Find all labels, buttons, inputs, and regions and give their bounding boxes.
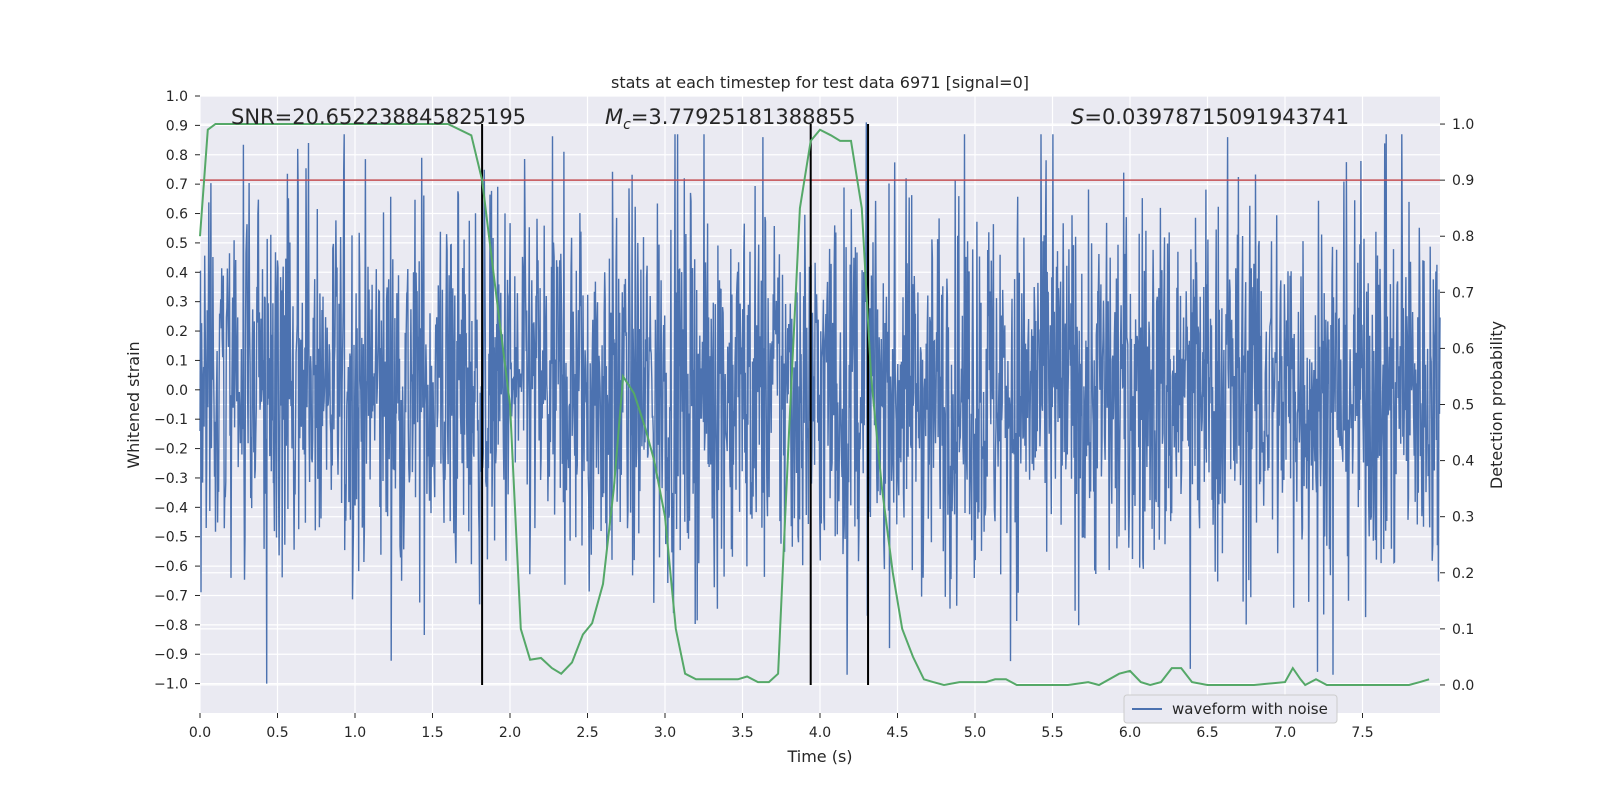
s-value: =0.03978715091943741 [1084,105,1349,129]
waveform-series [199,122,1441,684]
y-left-tick-label: −0.4 [154,500,188,516]
chart-title: stats at each timestep for test data 697… [611,73,1029,92]
x-tick-label: 4.5 [886,725,908,741]
y-right-tick-label: 0.6 [1452,341,1474,357]
x-tick-label: 2.5 [576,725,598,741]
vertical-markers [481,124,870,685]
y-right-tick-label: 0.3 [1452,510,1474,526]
y-left-tick-label: 0.1 [166,353,188,369]
y-left-tick-label: 0.4 [166,265,188,281]
mc-symbol: M [605,105,623,129]
y-left-tick-label: 0.2 [166,324,188,340]
y-left-tick-label: −0.5 [154,530,188,546]
x-axis-label: Time (s) [786,747,852,766]
y-left-tick-label: −1.0 [154,677,188,693]
legend-label: waveform with noise [1172,700,1328,718]
y-right-tick-label: 0.8 [1452,229,1474,245]
y-right-axis-label: Detection probability [1487,321,1506,489]
mc-subscript: c [623,117,631,133]
y-right-tick-label: 0.0 [1452,678,1474,694]
x-tick-label: 7.5 [1351,725,1373,741]
y-left-tick-label: 0.9 [166,118,188,134]
chirp-mass-annotation: Mc=3.77925181388855 [605,105,856,133]
y-left-tick-label: −0.9 [154,647,188,663]
x-tick-label: 3.5 [731,725,753,741]
s-annotation: S=0.03978715091943741 [1071,105,1349,129]
x-tick-label: 4.0 [809,725,831,741]
y-left-tick-label: −0.3 [154,471,188,487]
x-tick-label: 5.0 [964,725,986,741]
y-right-tick-label: 0.7 [1452,285,1474,301]
y-left-axis-ticks: 1.0 0.9 0.8 0.7 0.6 0.5 0.4 0.3 0.2 0.1 0.0 −0.1 −0.… [154,89,200,693]
y-left-tick-label: 0.8 [166,148,188,164]
y-left-tick-label: −0.2 [154,442,188,458]
x-tick-label: 6.5 [1196,725,1218,741]
x-tick-label: 0.5 [266,725,288,741]
mc-value: =3.77925181388855 [631,105,856,129]
y-right-tick-label: 0.2 [1452,566,1474,582]
y-left-axis-label: Whitened strain [124,341,143,468]
y-left-tick-label: −0.1 [154,412,188,428]
y-left-tick-label: 0.3 [166,295,188,311]
probability-line [199,123,1430,687]
y-left-tick-label: 1.0 [166,89,188,105]
snr-annotation: SNR=20.652238845825195 [231,105,526,129]
x-tick-label: 0.0 [189,725,211,741]
x-tick-label: 7.0 [1274,725,1296,741]
x-tick-label: 5.5 [1041,725,1063,741]
y-right-tick-label: 0.1 [1452,622,1474,638]
x-tick-label: 6.0 [1119,725,1141,741]
y-left-tick-label: 0.7 [166,177,188,193]
y-left-tick-label: −0.7 [154,588,188,604]
legend: waveform with noise [1123,694,1338,724]
x-tick-label: 1.5 [421,725,443,741]
x-axis-ticks: 0.0 0.5 1.0 1.5 2.0 2.5 3.0 3.5 4.0 4.5 5.0 5.5 6.0 6… [189,713,1374,741]
waveform-line [199,122,1441,684]
y-left-tick-label: 0.6 [166,207,188,223]
y-right-tick-label: 0.9 [1452,173,1474,189]
y-left-tick-label: −0.8 [154,618,188,634]
y-right-tick-label: 0.4 [1452,454,1474,470]
y-right-axis-ticks: 1.0 0.9 0.8 0.7 0.6 0.5 0.4 0.3 0.2 0.1 0.0 [1440,117,1474,694]
x-tick-label: 3.0 [654,725,676,741]
x-tick-label: 2.0 [499,725,521,741]
y-right-tick-label: 1.0 [1452,117,1474,133]
y-left-tick-label: 0.0 [166,383,188,399]
legend-box [1123,694,1338,724]
y-right-tick-label: 0.5 [1452,398,1474,414]
y-left-tick-label: 0.5 [166,236,188,252]
y-left-tick-label: −0.6 [154,559,188,575]
s-symbol: S [1071,105,1084,129]
x-tick-label: 1.0 [344,725,366,741]
